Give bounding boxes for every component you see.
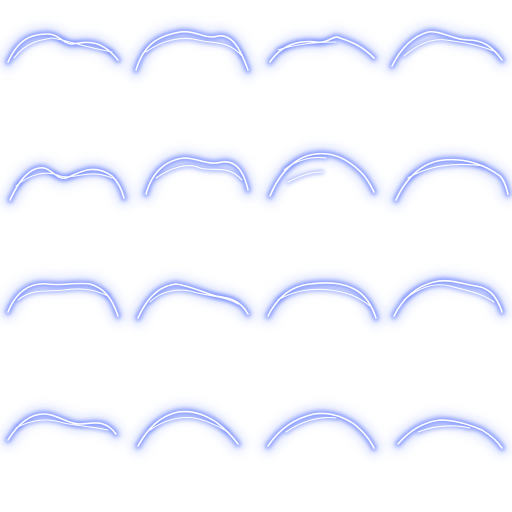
arc-core	[9, 167, 125, 201]
arc-tendril-core	[403, 39, 497, 57]
lightning-arc-frame-11	[260, 274, 384, 326]
arc-tendril-core	[15, 172, 113, 187]
arc-core	[137, 283, 249, 319]
arc-core	[393, 279, 503, 317]
lightning-arc-frame-10	[130, 275, 256, 326]
arc-core	[7, 33, 119, 63]
arc-core	[267, 282, 377, 319]
arc-tendril-core	[417, 425, 471, 433]
lightning-arc-frame-08	[388, 151, 512, 208]
arc-core	[391, 30, 503, 67]
arc-tendril-core	[13, 37, 113, 59]
arc-core	[397, 419, 503, 449]
arc-core	[269, 36, 375, 63]
arc-tendril-core	[277, 41, 337, 51]
lightning-arc-frame-09	[0, 275, 126, 324]
arc-core	[135, 30, 249, 71]
arc-tendril-core	[149, 289, 239, 305]
sprite-frames	[0, 23, 512, 456]
lightning-arc-frame-13	[0, 405, 124, 448]
arc-tendril-core	[277, 288, 371, 307]
lightning-arc-frame-01	[0, 25, 126, 70]
arc-tendril-core	[17, 288, 109, 301]
arc-tendril-core	[403, 284, 495, 303]
arc-core	[145, 157, 249, 195]
arc-tendril-core	[15, 419, 109, 431]
lightning-arc-frame-05	[2, 159, 132, 208]
arc-tendril-core	[407, 163, 485, 179]
arc-tendril-core	[145, 37, 243, 57]
lightning-arc-frame-02	[128, 23, 256, 78]
arc-tendril-core	[285, 417, 337, 433]
lightning-arc-frame-14	[130, 403, 246, 454]
arc-core	[7, 413, 117, 441]
arc-tendril-core	[149, 416, 229, 433]
lightning-arc-frame-07	[262, 145, 382, 204]
lightning-arc-frame-16	[390, 411, 510, 456]
lightning-arc-frame-03	[262, 29, 382, 70]
lightning-arc-frame-12	[386, 272, 510, 324]
lightning-arc-frame-15	[260, 405, 382, 456]
lightning-arc-frame-06	[138, 149, 256, 202]
arc-tendril-core	[283, 156, 327, 183]
lightning-arc-frame-04	[384, 23, 510, 74]
arc-tendril-core	[155, 165, 243, 181]
arc-core	[269, 152, 375, 197]
arc-core	[395, 158, 509, 201]
arc-core	[7, 282, 119, 317]
arc-core	[267, 412, 375, 449]
